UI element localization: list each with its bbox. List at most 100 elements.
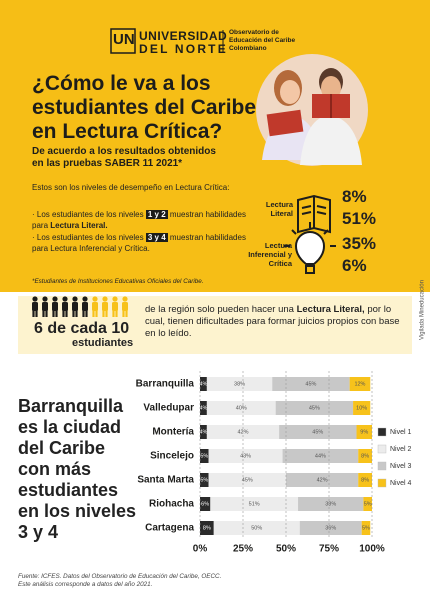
bar-segment <box>213 521 300 535</box>
logo-box <box>110 28 136 54</box>
value-label: 40% <box>236 405 247 411</box>
logo-name: UNIVERSIDAD <box>139 29 228 43</box>
value-label: 38% <box>325 501 336 507</box>
highlight-part: de la región solo pueden hacer una <box>145 304 294 315</box>
sample-note: *Estudiantes de Instituciones Educativas… <box>32 278 204 285</box>
x-tick-label: 50% <box>276 544 296 555</box>
value-label: 4% <box>199 429 207 435</box>
value-label: 5% <box>364 501 372 507</box>
value-label: 45% <box>309 405 320 411</box>
legend-swatch <box>377 444 387 454</box>
bar-segment <box>275 401 354 415</box>
x-tick-label: 75% <box>319 544 339 555</box>
stat-value: 51% <box>342 209 377 228</box>
value-label: 6% <box>201 501 209 507</box>
category-label: Barranquilla <box>136 379 195 390</box>
bar-segment <box>286 473 359 487</box>
bar-segment <box>200 521 214 535</box>
bullet: · Los estudiantes de los niveles 1 y 2 m… <box>32 210 246 230</box>
source-line: Fuente: ICFES. Datos del Observatorio de… <box>18 573 222 580</box>
value-label: 4% <box>199 381 207 387</box>
bar-segment <box>299 521 362 535</box>
value-label: 38% <box>234 381 245 387</box>
value-label: 45% <box>242 477 253 483</box>
category-label: Valledupar <box>143 403 194 414</box>
value-label: 45% <box>305 381 316 387</box>
bulb-icon <box>284 222 336 274</box>
value-label: 4% <box>199 405 207 411</box>
title-line: ¿Cómo le va a los <box>32 72 211 95</box>
stat-label: Lectura Inferencial y Crítica <box>248 241 292 268</box>
value-label: 8% <box>361 477 369 483</box>
bar-segment <box>200 473 209 487</box>
legend-swatch <box>377 478 387 488</box>
bar-segment <box>210 497 299 511</box>
bar-segment <box>282 449 359 463</box>
book-left <box>266 109 304 137</box>
highlight-text: de la región solo pueden hacer una Lectu… <box>145 304 407 340</box>
bar-segment <box>353 401 371 415</box>
subtitle: De acuerdo a los resultados obtenidos en… <box>32 146 216 170</box>
person-right-body <box>300 115 362 165</box>
bar-segment <box>206 377 273 391</box>
subtitle-line: en las pruebas SABER 11 2021* <box>32 158 183 169</box>
value-label: 45% <box>312 429 323 435</box>
value-label: 12% <box>354 381 365 387</box>
highlight-part: por lo cual, tienen dificultades para fo… <box>145 304 400 339</box>
bullet-highlight: 3 y 4 <box>145 233 168 242</box>
observatory-line: Observatorio de <box>229 29 279 36</box>
x-tick-label: 0% <box>193 544 208 555</box>
legend-swatch <box>377 427 387 437</box>
highlight-headline: estudiantes <box>72 337 134 349</box>
highlight-headline: 6 de cada 10 <box>34 320 130 337</box>
bar-segment <box>200 425 207 439</box>
stat-label: Lectura Literal <box>265 200 293 218</box>
title-line: en Lectura Crítica? <box>32 120 223 143</box>
bar-segment <box>349 377 371 391</box>
source-line: Este análisis corresponde a datos del añ… <box>18 581 153 588</box>
bar-segment <box>208 473 286 487</box>
value-label: 5% <box>200 477 208 483</box>
side-note: Vigilada Mineducación <box>420 280 426 340</box>
logo-name: DEL NORTE <box>139 42 228 56</box>
highlight-bold: Lectura Literal, <box>296 304 365 315</box>
legend-label: Nivel 3 <box>390 463 412 470</box>
stat-value: 8% <box>342 187 367 206</box>
value-label: 8% <box>203 525 211 531</box>
legend-label: Nivel 2 <box>390 446 412 453</box>
value-label: 51% <box>249 501 260 507</box>
bar-segment <box>200 449 209 463</box>
value-label: 36% <box>325 525 336 531</box>
value-label: 9% <box>360 429 368 435</box>
bullet: · Los estudiantes de los niveles 3 y 4 m… <box>32 233 246 253</box>
bullet-highlight: 1 y 2 <box>145 210 168 219</box>
book-icon <box>297 194 331 234</box>
source: Fuente: ICFES. Datos del Observatorio de… <box>18 573 221 589</box>
conclusion: Barranquilla es la ciudad del Caribe con… <box>18 396 137 542</box>
value-label: 10% <box>356 405 367 411</box>
person-left-face <box>280 80 300 104</box>
x-tick-label: 100% <box>359 544 385 555</box>
bar-segment <box>358 449 372 463</box>
bar-segment <box>363 497 372 511</box>
observatory: Observatorio de Educación del Caribe Col… <box>229 29 295 53</box>
value-label: 44% <box>315 453 326 459</box>
x-tick-label: 25% <box>233 544 253 555</box>
illustration <box>256 54 368 166</box>
bar-segment <box>200 401 207 415</box>
value-label: 42% <box>317 477 328 483</box>
bar-segment <box>200 377 207 391</box>
observatory-line: Educación del Caribe <box>229 37 296 44</box>
category-label: Santa Marta <box>137 475 194 486</box>
subtitle-line: De acuerdo a los resultados obtenidos <box>32 146 216 157</box>
value-label: 8% <box>361 453 369 459</box>
category-label: Montería <box>152 427 194 438</box>
legend-label: Nivel 4 <box>390 480 412 487</box>
bar-segment <box>298 497 364 511</box>
bar-segment <box>200 497 211 511</box>
bullet-bold: Lectura Literal. <box>50 220 108 230</box>
title-line: estudiantes del Caribe <box>32 96 257 119</box>
